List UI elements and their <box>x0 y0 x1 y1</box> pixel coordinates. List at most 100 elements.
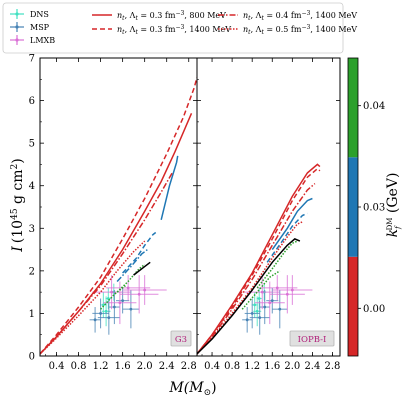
obs-dot <box>110 290 114 294</box>
legend-entry-dns: DNS <box>10 9 49 19</box>
plot-area <box>197 163 321 355</box>
legend-label: LMXB <box>30 36 55 45</box>
x-tick-label: 1.6 <box>115 361 131 372</box>
obs-dns-point <box>256 287 262 310</box>
colorbar-tick-label: 0.03 <box>363 203 385 214</box>
obs-dot <box>129 307 133 311</box>
series-line-red <box>40 240 146 355</box>
x-tick-label: 2.4 <box>159 361 175 372</box>
panel-badge: G3 <box>170 330 192 347</box>
obs-dot <box>258 316 262 320</box>
legend-label: MSP <box>30 23 50 32</box>
obs-msp-point <box>108 290 120 325</box>
obs-dot <box>143 288 147 292</box>
obs-dot <box>260 290 264 294</box>
x-tick-label: 1.6 <box>264 361 280 372</box>
obs-dot <box>118 301 122 305</box>
legend-line-label: nt, Λt = 0.4 fm−3, 1400 MeV <box>243 10 357 22</box>
legend-line-entry: nt, Λt = 0.5 fm−3, 1400 MeV <box>218 24 357 36</box>
panel-badge-label: G3 <box>175 335 187 345</box>
obs-msp-point <box>242 307 253 333</box>
legend-line-label: nt, Λt = 0.3 fm−3, 1400 MeV <box>117 24 231 36</box>
colorbar-segment <box>348 256 358 356</box>
obs-dot <box>250 312 254 315</box>
legend-entry-lmxb: LMXB <box>10 35 55 45</box>
legend-line-entry: nt, Λt = 0.4 fm−3, 1400 MeV <box>218 10 357 22</box>
obs-lmxb-point <box>272 275 313 305</box>
series-line-red <box>40 77 197 355</box>
panel-badge-bg <box>170 330 192 347</box>
y-tick-label: 5 <box>29 139 35 150</box>
legend-marker-dot <box>15 25 19 29</box>
obs-lmxb-point <box>257 275 298 301</box>
series-line-blue <box>160 155 179 220</box>
obs-dot <box>121 299 125 303</box>
obs-msp-point <box>272 290 288 329</box>
panel-frame <box>196 57 341 357</box>
panel-badge-label: IOPB-I <box>298 335 327 345</box>
y-tick-label: 0 <box>29 352 35 363</box>
x-tick-label: 2.4 <box>304 361 320 372</box>
legend-line-label: nt, Λt = 0.5 fm−3, 1400 MeV <box>243 24 357 36</box>
obs-dot <box>93 318 97 322</box>
series-line-green <box>241 270 281 310</box>
obs-dot <box>253 303 257 307</box>
y-tick-label: 2 <box>29 266 35 277</box>
colorbar-tick-label: 0.00 <box>363 304 385 315</box>
obs-msp-point <box>259 290 270 325</box>
colorbar-label: kfDM (GeV) <box>385 173 402 238</box>
obs-dot <box>112 305 116 309</box>
obs-dot <box>257 297 261 300</box>
obs-dot <box>137 292 141 296</box>
obs-dot <box>99 312 102 315</box>
legend-entry-msp: MSP <box>10 22 50 32</box>
plot-area <box>40 77 197 355</box>
legend-label: DNS <box>30 10 49 19</box>
obs-dot <box>104 309 108 313</box>
obs-msp-point <box>89 307 101 333</box>
obs-dot <box>126 286 130 290</box>
series-line-blue <box>116 249 148 283</box>
obs-dot <box>263 305 267 309</box>
legend-marker-dot <box>15 12 19 16</box>
panel-g3: 0.4 0.8 1.2 1.6 2.0 2.4 2.8 0 1 2 3 4 5 6 7 G3 <box>29 54 198 372</box>
x-tick-label: 0.4 <box>204 361 220 372</box>
colorbar-segment <box>348 58 358 158</box>
series-line-red <box>40 172 173 355</box>
obs-lmxb-point <box>119 275 159 314</box>
series-line-green <box>256 240 298 289</box>
obs-dot <box>255 309 259 313</box>
colorbar-tick-label: 0.04 <box>363 101 385 112</box>
obs-dot <box>285 292 289 296</box>
obs-dot <box>245 318 249 322</box>
obs-dot <box>278 307 282 311</box>
series-line-blue <box>266 212 308 263</box>
obs-dot <box>101 303 105 307</box>
y-tick-label: 3 <box>29 224 35 235</box>
obs-dot <box>290 288 294 292</box>
legend-line-label: nt, Λt = 0.3 fm−3, 800 MeV <box>117 10 226 22</box>
series-line-green <box>100 285 126 310</box>
x-axis-label: M(M⊙) <box>168 380 216 398</box>
series-line-black <box>133 261 151 276</box>
legend-frame <box>2 2 344 54</box>
obs-lmxb-point <box>122 275 167 305</box>
x-tick-label: 2.0 <box>137 361 153 372</box>
panel-badge-bg <box>289 330 335 347</box>
series-line-red <box>197 183 316 355</box>
series-line-blue <box>122 231 157 274</box>
obs-lmxb-point <box>254 281 285 325</box>
obs-lmxb-point <box>92 275 131 310</box>
obs-dot <box>275 286 279 290</box>
y-tick-label: 1 <box>29 309 35 320</box>
obs-dot <box>268 301 272 305</box>
colorbar-segment <box>348 157 358 257</box>
panel-badge: IOPB-I <box>289 330 335 347</box>
x-tick-label: 0.4 <box>49 361 65 372</box>
x-tick-label: 2.8 <box>181 361 197 372</box>
x-tick-label: 2.8 <box>325 361 341 372</box>
panel-frame <box>39 57 198 357</box>
x-tick-label: 1.2 <box>93 361 109 372</box>
colorbar: 0.00 0.03 0.04 <box>347 57 385 357</box>
